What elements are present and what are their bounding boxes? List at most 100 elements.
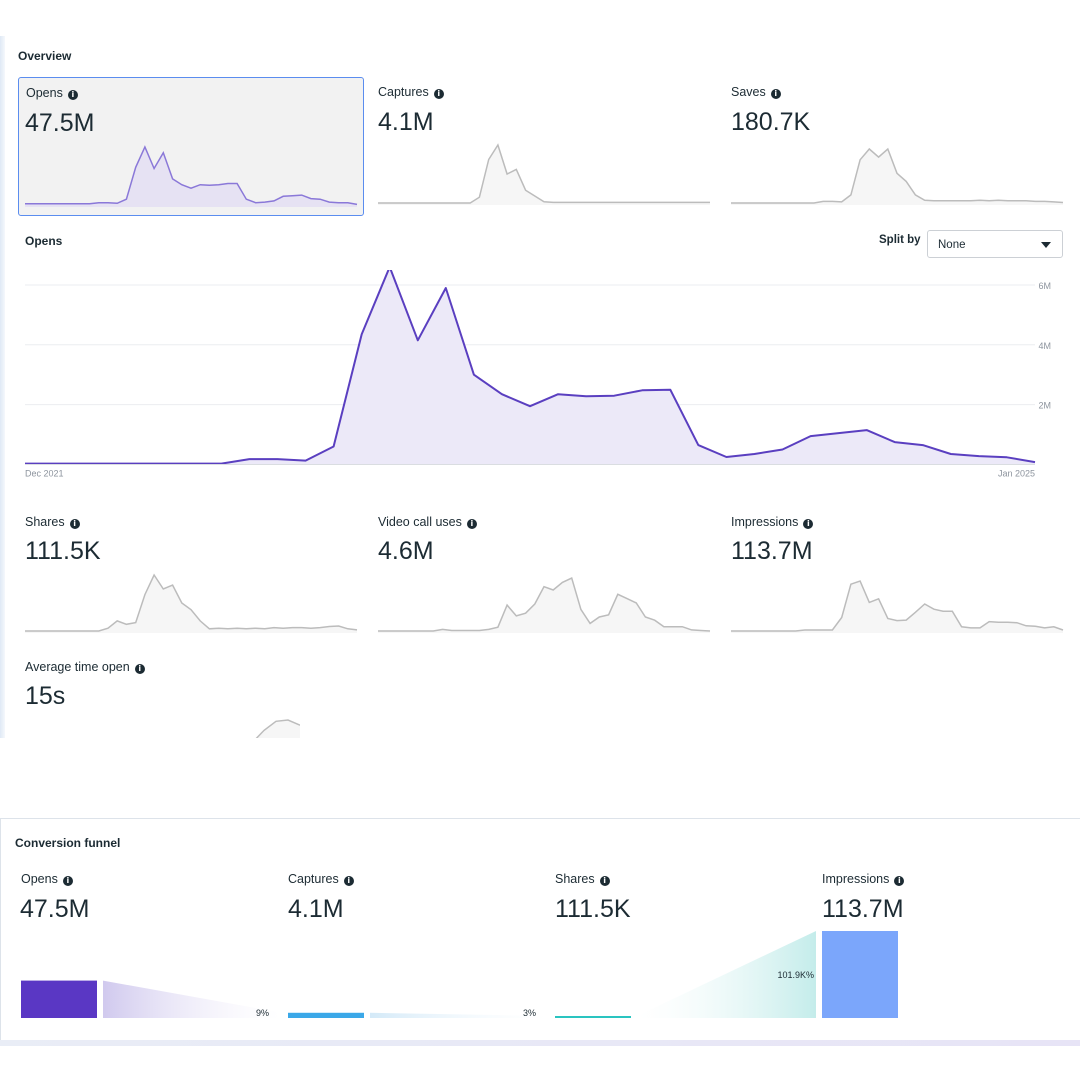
metric-label-opens: Opens i [26,86,78,100]
sparkline-impressions-line [731,580,1064,632]
conversion-funnel-panel: Conversion funnel [0,818,1080,1040]
funnel-value-captures: 4.1M [288,895,344,923]
opens-area-chart[interactable]: 2M 4M 6M Dec 2021 Jan 2025 [0,270,1080,485]
sparkline-average-time-open-line [255,719,300,738]
metric-label-shares: Shares i [25,515,80,529]
funnel-label-text: Shares [555,872,595,886]
x-tick-label-end: Jan 2025 [998,469,1035,479]
funnel-label-captures: Captures i [288,872,354,886]
sparkline-saves-area [731,149,1063,205]
funnel-label-text: Impressions [822,872,890,886]
sparkline-video-call-uses [378,577,711,633]
funnel-label-text: Captures [288,872,339,886]
metric-value-impressions: 113.7M [731,537,813,565]
main-chart-title: Opens [25,234,63,248]
metric-label-text: Captures [378,85,429,99]
sparkline-average-time-open [255,719,300,738]
info-icon[interactable]: i [770,89,781,99]
series-area [25,270,1035,465]
funnel-connector [103,980,282,1018]
funnel-label-opens: Opens i [21,872,73,886]
funnel-bar [288,1012,364,1018]
metric-label-impressions: Impressions i [731,515,814,529]
series-line [25,270,1036,465]
metric-label-text: Video call uses [378,515,462,529]
funnel-label-impressions: Impressions i [822,872,905,886]
funnel-value-impressions: 113.7M [822,895,904,923]
sparkline-impressions-area [731,581,1063,633]
funnel-value-shares: 111.5K [555,895,631,923]
sparkline-captures-area [378,145,710,205]
split-by-value: None [938,239,966,251]
sparkline-saves [731,147,1064,205]
metric-value-opens: 47.5M [25,109,95,137]
sparkline-impressions [731,580,1064,633]
split-by-label: Split by [879,234,921,246]
funnel-connector [370,1012,549,1018]
info-icon[interactable]: i [69,519,80,529]
metric-value-captures: 4.1M [378,108,434,136]
metric-label-text: Impressions [731,515,799,529]
funnel-value-opens: 47.5M [20,895,90,923]
metric-label-video-call-uses: Video call uses i [378,515,477,529]
y-tick-label: 4M [1038,341,1051,351]
info-icon[interactable]: i [67,90,78,100]
metric-card-shares[interactable]: Shares i 111.5K [18,507,364,637]
funnel-label-shares: Shares i [555,872,610,886]
info-icon[interactable]: i [803,519,814,529]
funnel-title: Conversion funnel [15,836,121,850]
metric-label-text: Opens [26,86,63,100]
info-icon[interactable]: i [433,89,444,99]
sparkline-opens [25,145,358,207]
metric-label-text: Average time open [25,660,130,674]
info-icon[interactable]: i [62,876,73,886]
left-accent-bar [0,36,5,738]
info-icon[interactable]: i [343,876,354,886]
sparkline-shares-area [25,575,357,633]
sparkline-opens-line [25,145,358,206]
conversion-funnel-chart: 9% 3% 101.9K% [21,931,898,1018]
x-tick-label-start: Dec 2021 [25,469,64,479]
metric-card-video-call-uses[interactable]: Video call uses i 4.6M [371,507,717,637]
sparkline-average-time-open-area [256,720,300,738]
metric-label-text: Shares [25,515,65,529]
funnel-bar [21,980,97,1018]
sparkline-video-call-uses-line [378,577,711,632]
sparkline-saves-line [731,147,1064,204]
funnel-label-text: Opens [21,872,58,886]
sparkline-captures-line [378,143,710,204]
overview-title: Overview [18,49,72,63]
caret-down-icon [1041,242,1051,248]
info-icon[interactable]: i [894,876,905,886]
y-tick-label: 2M [1038,401,1051,411]
info-icon[interactable]: i [466,519,477,529]
metric-label-average-time-open: Average time open i [25,660,145,674]
sparkline-clip [240,718,300,738]
sparkline-shares-line [25,573,358,632]
funnel-conversion-label: 3% [523,1008,536,1018]
metric-value-saves: 180.7K [731,108,811,136]
metric-value-average-time-open: 15s [25,682,66,710]
sparkline-opens-area [25,147,357,207]
metric-card-impressions[interactable]: Impressions i 113.7M [724,507,1070,637]
funnel-conversion-label: 9% [256,1008,269,1018]
sparkline-captures [378,143,710,205]
info-icon[interactable]: i [134,664,145,674]
funnel-conversion-label: 101.9K% [777,970,814,980]
metric-label-text: Saves [731,85,766,99]
split-by-dropdown[interactable]: None [927,230,1063,258]
y-tick-label: 6M [1038,281,1051,291]
funnel-connector [637,931,816,1018]
metric-card-saves[interactable]: Saves i 180.7K [724,77,1070,216]
sparkline-shares [25,573,358,633]
metric-label-saves: Saves i [731,85,781,99]
funnel-bar [822,931,898,1018]
metric-card-captures[interactable]: Captures i 4.1M [371,77,717,216]
info-icon[interactable]: i [599,876,610,886]
sparkline-video-call-uses-area [378,578,710,633]
funnel-bar [555,1016,631,1018]
metric-value-shares: 111.5K [25,537,101,565]
metric-value-video-call-uses: 4.6M [378,537,434,565]
metric-card-average-time-open[interactable]: Average time open i 15s [18,652,364,738]
bottom-divider [0,1040,1080,1046]
